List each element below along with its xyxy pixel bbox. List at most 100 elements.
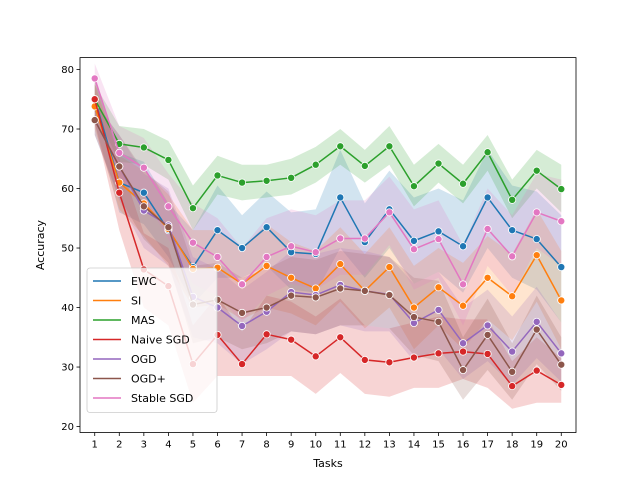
data-point-si xyxy=(311,284,320,293)
data-point-si xyxy=(532,251,541,260)
x-tick-label: 11 xyxy=(334,440,347,451)
data-point-stable-sgd xyxy=(139,163,148,172)
series-line-ogd- xyxy=(94,119,562,373)
data-point-naive-sgd xyxy=(532,366,541,375)
data-point-si xyxy=(459,301,468,310)
x-tick-label: 7 xyxy=(239,440,245,451)
data-point-ewc xyxy=(508,226,517,235)
data-point-mas xyxy=(213,171,222,180)
data-point-stable-sgd xyxy=(508,252,517,261)
data-point-ewc xyxy=(557,263,566,272)
x-tick-label: 4 xyxy=(165,440,171,451)
data-point-mas xyxy=(360,161,369,170)
data-point-naive-sgd xyxy=(115,188,124,197)
data-point-ewc xyxy=(213,226,222,235)
data-point-naive-sgd xyxy=(360,355,369,364)
band-mas xyxy=(94,84,562,231)
data-point-ewc xyxy=(434,227,443,236)
data-point-ogd- xyxy=(287,291,296,300)
data-point-mas xyxy=(262,176,271,185)
x-tick-label: 10 xyxy=(309,440,322,451)
data-point-si xyxy=(336,260,345,269)
legend-label-naive-sgd: Naive SGD xyxy=(131,334,190,347)
data-point-si xyxy=(508,292,517,301)
data-point-stable-sgd xyxy=(238,280,247,289)
x-tick-label: 9 xyxy=(288,440,294,451)
data-point-stable-sgd xyxy=(409,245,418,254)
data-point-ewc xyxy=(483,193,492,202)
data-point-stable-sgd xyxy=(360,234,369,243)
data-point-stable-sgd xyxy=(557,217,566,226)
y-tick-label: 70 xyxy=(61,125,74,136)
data-point-ogd- xyxy=(90,116,99,125)
x-tick-label: 1 xyxy=(92,440,98,451)
series-line-mas xyxy=(94,98,562,209)
x-tick-label: 5 xyxy=(190,440,196,451)
data-point-ogd xyxy=(238,321,247,330)
data-point-stable-sgd xyxy=(164,202,173,211)
data-point-ewc xyxy=(409,236,418,245)
x-tick-label: 6 xyxy=(214,440,220,451)
data-point-si xyxy=(434,283,443,292)
data-point-stable-sgd xyxy=(262,252,271,261)
y-tick-label: 80 xyxy=(61,65,74,76)
data-point-naive-sgd xyxy=(385,358,394,367)
band-stable-sgd xyxy=(94,63,562,326)
data-point-ogd- xyxy=(483,330,492,339)
data-point-ogd- xyxy=(409,313,418,322)
data-point-ogd- xyxy=(360,286,369,295)
data-point-naive-sgd xyxy=(90,95,99,104)
legend-label-si: SI xyxy=(131,295,141,308)
data-point-naive-sgd xyxy=(508,382,517,391)
x-tick-label: 18 xyxy=(506,440,519,451)
data-point-ogd- xyxy=(557,360,566,369)
legend-label-ogd: OGD xyxy=(131,353,157,366)
data-point-ewc xyxy=(262,223,271,232)
data-point-mas xyxy=(409,182,418,191)
data-point-ogd- xyxy=(459,366,468,375)
data-point-ogd xyxy=(434,305,443,314)
data-point-ogd- xyxy=(115,162,124,171)
data-point-stable-sgd xyxy=(311,248,320,257)
data-point-stable-sgd xyxy=(115,148,124,157)
axes: 1 2 3 4 5 6 7 8 9 10 11 12 13 14 15 16 17 18 19 20203040506… xyxy=(61,57,577,451)
data-point-ewc xyxy=(459,242,468,251)
y-tick-label: 30 xyxy=(61,363,74,374)
data-point-mas xyxy=(557,185,566,194)
data-point-ogd- xyxy=(311,293,320,302)
plot-frame xyxy=(79,57,577,433)
data-point-mas xyxy=(459,179,468,188)
data-point-ogd- xyxy=(434,317,443,326)
data-point-ogd xyxy=(532,317,541,326)
x-tick-label: 20 xyxy=(555,440,568,451)
data-point-mas xyxy=(483,148,492,157)
data-point-stable-sgd xyxy=(287,242,296,251)
data-point-stable-sgd xyxy=(434,235,443,244)
data-point-si xyxy=(287,273,296,282)
data-point-ogd- xyxy=(532,325,541,334)
x-tick-label: 13 xyxy=(383,440,396,451)
legend-label-ewc: EWC xyxy=(131,275,157,288)
data-point-mas xyxy=(287,173,296,182)
y-tick-label: 50 xyxy=(61,244,74,255)
legend-label-ogd-: OGD+ xyxy=(131,373,166,386)
data-point-mas xyxy=(238,178,247,187)
data-point-ewc xyxy=(238,244,247,253)
y-tick-label: 20 xyxy=(61,422,74,433)
x-tick-label: 19 xyxy=(530,440,543,451)
data-point-ogd xyxy=(508,347,517,356)
x-tick-label: 3 xyxy=(141,440,147,451)
data-point-mas xyxy=(336,142,345,151)
y-tick-label: 60 xyxy=(61,184,74,195)
data-point-stable-sgd xyxy=(483,224,492,233)
data-point-ogd- xyxy=(164,223,173,232)
legend-label-mas: MAS xyxy=(131,314,155,327)
data-point-ogd- xyxy=(336,284,345,293)
data-point-si xyxy=(557,296,566,305)
data-point-naive-sgd xyxy=(459,347,468,356)
data-point-naive-sgd xyxy=(311,352,320,361)
data-point-ogd- xyxy=(262,303,271,312)
data-point-stable-sgd xyxy=(459,280,468,289)
series-line-ogd xyxy=(94,119,562,354)
